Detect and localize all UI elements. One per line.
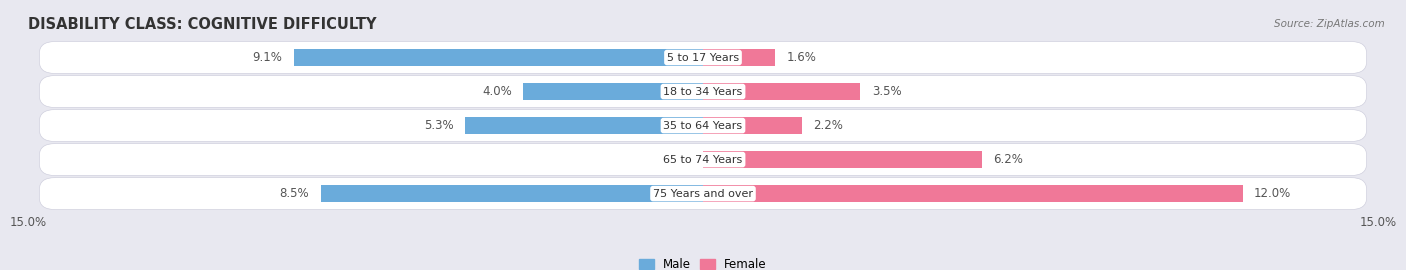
- Bar: [523, 83, 703, 100]
- Text: 75 Years and over: 75 Years and over: [652, 188, 754, 199]
- Text: 1.6%: 1.6%: [786, 51, 815, 64]
- Text: 0.0%: 0.0%: [662, 153, 692, 166]
- Bar: [703, 151, 981, 168]
- Bar: [703, 49, 775, 66]
- Bar: [703, 185, 1243, 202]
- Text: 35 to 64 Years: 35 to 64 Years: [664, 120, 742, 131]
- Legend: Male, Female: Male, Female: [634, 254, 772, 270]
- Text: 3.5%: 3.5%: [872, 85, 901, 98]
- Text: 4.0%: 4.0%: [482, 85, 512, 98]
- Text: 9.1%: 9.1%: [253, 51, 283, 64]
- Text: 65 to 74 Years: 65 to 74 Years: [664, 154, 742, 165]
- Bar: [703, 83, 860, 100]
- FancyBboxPatch shape: [39, 110, 1367, 141]
- Text: 6.2%: 6.2%: [993, 153, 1024, 166]
- Bar: [464, 117, 703, 134]
- FancyBboxPatch shape: [39, 76, 1367, 107]
- Text: DISABILITY CLASS: COGNITIVE DIFFICULTY: DISABILITY CLASS: COGNITIVE DIFFICULTY: [28, 17, 377, 32]
- FancyBboxPatch shape: [39, 42, 1367, 73]
- Text: 5.3%: 5.3%: [423, 119, 453, 132]
- Bar: [703, 117, 801, 134]
- Text: Source: ZipAtlas.com: Source: ZipAtlas.com: [1274, 19, 1385, 29]
- Bar: [294, 49, 703, 66]
- Text: 5 to 17 Years: 5 to 17 Years: [666, 52, 740, 63]
- FancyBboxPatch shape: [39, 144, 1367, 176]
- Bar: [321, 185, 703, 202]
- Text: 12.0%: 12.0%: [1254, 187, 1291, 200]
- Text: 8.5%: 8.5%: [280, 187, 309, 200]
- Text: 18 to 34 Years: 18 to 34 Years: [664, 86, 742, 97]
- Text: 2.2%: 2.2%: [813, 119, 844, 132]
- FancyBboxPatch shape: [39, 178, 1367, 210]
